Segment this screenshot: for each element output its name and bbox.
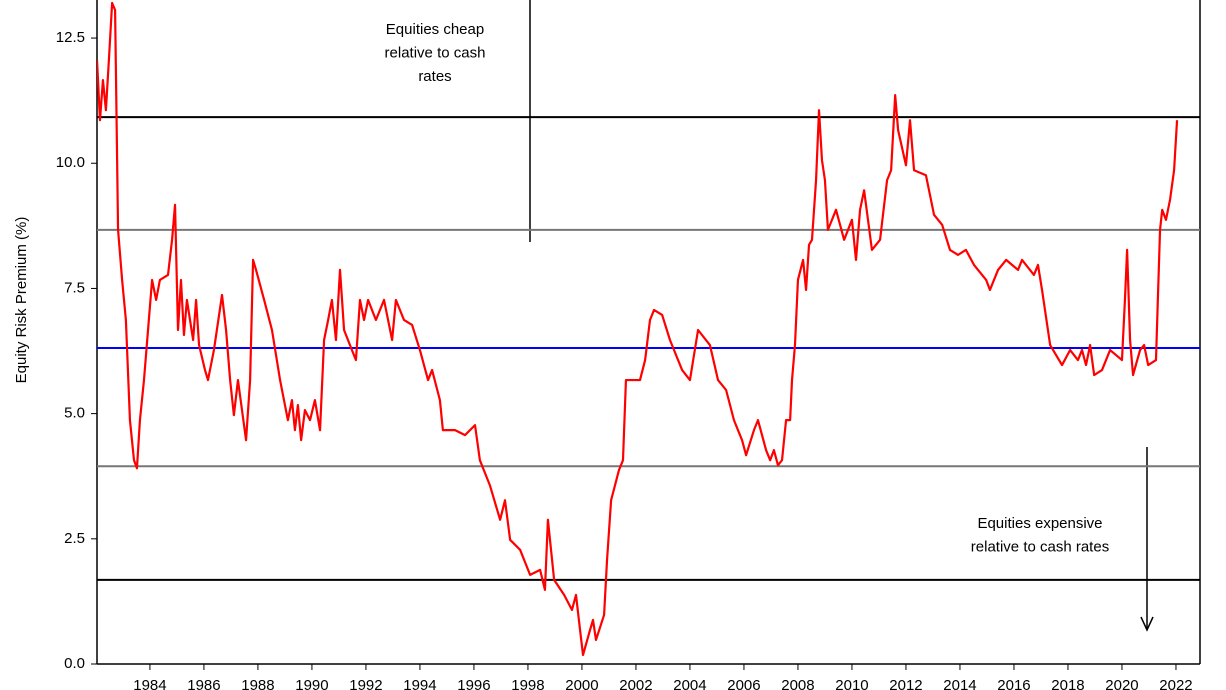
x-tick-label: 2002 (619, 677, 652, 690)
arrow-head (1140, 616, 1154, 632)
x-tick-label: 1988 (241, 677, 274, 690)
data-line (97, 1, 1179, 657)
x-tick-label: 1986 (187, 677, 220, 690)
x-tick-label: 2016 (997, 677, 1030, 690)
annotation-text: rates (418, 68, 451, 85)
y-tick-label: 2.5 (64, 530, 85, 547)
x-tick-label: 2006 (727, 677, 760, 690)
y-axis-title: Equity Risk Premium (%) (13, 217, 30, 384)
x-tick-label: 1994 (403, 677, 436, 690)
y-tick-label: 0.0 (64, 655, 85, 672)
annotation-text: Equities cheap (386, 21, 484, 38)
x-tick-label: 2022 (1159, 677, 1192, 690)
x-tick-label: 2020 (1105, 677, 1138, 690)
y-tick-label: 10.0 (56, 154, 85, 171)
x-tick-label: 2014 (943, 677, 976, 690)
x-tick-label: 2012 (889, 677, 922, 690)
annotation-text: relative to cash rates (971, 538, 1109, 555)
x-tick-label: 1990 (295, 677, 328, 690)
y-tick-label: 12.5 (56, 29, 85, 46)
x-tick-label: 1992 (349, 677, 382, 690)
y-tick-label: 5.0 (64, 405, 85, 422)
x-tick-label: 2004 (673, 677, 706, 690)
x-tick-label: 2000 (565, 677, 598, 690)
x-tick-label: 1996 (457, 677, 490, 690)
x-tick-label: 2008 (781, 677, 814, 690)
x-tick-label: 2010 (835, 677, 868, 690)
annotation-text: Equities expensive (977, 515, 1102, 532)
x-tick-label: 1998 (511, 677, 544, 690)
y-tick-label: 7.5 (64, 279, 85, 296)
x-tick-label: 1984 (133, 677, 166, 690)
x-tick-label: 2018 (1051, 677, 1084, 690)
annotation-text: relative to cash (385, 44, 486, 61)
